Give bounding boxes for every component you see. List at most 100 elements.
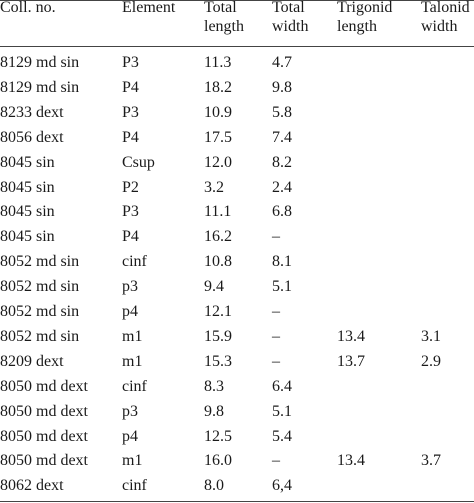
cell-total-length: 8.0 [204, 477, 224, 495]
cell-element: p4 [122, 427, 138, 445]
table-row: 8052 md sin p3 9.4 5.1 [0, 274, 474, 299]
header-total-width: Total width [272, 0, 308, 36]
header-rule [0, 46, 474, 47]
cell-element: P3 [122, 103, 139, 121]
cell-coll-no: 8045 sin [0, 228, 55, 246]
cell-element: cinf [122, 377, 147, 395]
cell-total-length: 16.2 [204, 228, 232, 246]
header-line: width [421, 18, 458, 35]
cell-element: P4 [122, 78, 139, 96]
table-row: 8233 dext P3 10.9 5.8 [0, 100, 474, 125]
cell-element: cinf [122, 477, 147, 495]
cell-total-length: 10.9 [204, 103, 232, 121]
header-line: length [337, 18, 377, 35]
cell-element: p4 [122, 303, 138, 320]
cell-total-width: 6,4 [272, 477, 292, 495]
cell-element: p3 [122, 402, 138, 420]
cell-element: P4 [122, 228, 139, 246]
cell-total-width: – [272, 352, 280, 370]
cell-total-width: 6.4 [272, 377, 292, 395]
cell-element: p3 [122, 278, 138, 296]
cell-coll-no: 8056 dext [0, 128, 64, 146]
table-row: 8050 md dext cinf 8.3 6.4 [0, 374, 474, 399]
cell-total-length: 8.3 [204, 377, 224, 395]
cell-coll-no: 8045 sin [0, 178, 55, 196]
cell-total-length: 18.2 [204, 78, 232, 96]
cell-total-width: 8.2 [272, 153, 292, 171]
cell-total-width: – [272, 452, 280, 470]
cell-total-width: 5.8 [272, 103, 292, 121]
table-row: 8056 dext P4 17.5 7.4 [0, 125, 474, 150]
cell-element: P4 [122, 128, 139, 146]
header-coll-no: Coll. no. [0, 0, 56, 17]
cell-coll-no: 8052 md sin [0, 278, 80, 296]
cell-element: P3 [122, 54, 139, 71]
cell-total-length: 11.1 [204, 203, 232, 221]
table-row: 8052 md sin m1 15.9 – 13.4 3.1 [0, 324, 474, 349]
cell-coll-no: 8050 md dext [0, 452, 88, 470]
cell-total-width: 2.4 [272, 178, 292, 196]
cell-total-width: 7.4 [272, 128, 292, 146]
cell-element: m1 [122, 352, 143, 370]
table-row: 8129 md sin P3 11.3 4.7 [0, 50, 474, 75]
header-line: Coll. no. [0, 0, 56, 16]
table-row: 8045 sin Csup 12.0 8.2 [0, 150, 474, 175]
cell-total-length: 17.5 [204, 128, 232, 146]
cell-total-length: 15.9 [204, 327, 232, 345]
table-row: 8045 sin P3 11.1 6.8 [0, 199, 474, 224]
cell-talonid-width: 2.9 [421, 352, 441, 370]
cell-total-length: 11.3 [204, 54, 232, 71]
cell-total-length: 3.2 [204, 178, 224, 196]
cell-total-width: 5.4 [272, 427, 292, 445]
table-row: 8050 md dext p4 12.5 5.4 [0, 424, 474, 449]
table-top-rule [0, 0, 474, 1]
cell-total-width: 8.1 [272, 253, 292, 271]
header-talonid-width: Talonid width [421, 0, 470, 36]
cell-total-width: 4.7 [272, 54, 292, 71]
cell-coll-no: 8050 md dext [0, 427, 88, 445]
cell-total-length: 12.5 [204, 427, 232, 445]
table-bottom-rule [0, 501, 474, 502]
header-line: Element [122, 0, 176, 16]
header-line: width [272, 18, 309, 35]
cell-coll-no: 8045 sin [0, 203, 55, 221]
cell-coll-no: 8052 md sin [0, 303, 80, 320]
header-line: Total [272, 0, 305, 16]
cell-total-length: 15.3 [204, 352, 232, 370]
cell-coll-no: 8052 md sin [0, 253, 80, 271]
cell-total-length: 9.8 [204, 402, 224, 420]
cell-total-width: 5.1 [272, 402, 292, 420]
cell-talonid-width: 3.7 [421, 452, 441, 470]
cell-coll-no: 8129 md sin [0, 54, 80, 71]
cell-trigonid-length: 13.7 [337, 352, 365, 370]
cell-total-length: 12.0 [204, 153, 232, 171]
cell-total-width: – [272, 327, 280, 345]
cell-element: cinf [122, 253, 147, 271]
cell-element: P3 [122, 203, 139, 221]
cell-total-length: 10.8 [204, 253, 232, 271]
header-trigonid-length: Trigonid length [337, 0, 392, 36]
table-row: 8052 md sin cinf 10.8 8.1 [0, 249, 474, 274]
table-row: 8209 dext m1 15.3 – 13.7 2.9 [0, 349, 474, 374]
cell-element: P2 [122, 178, 139, 196]
cell-element: m1 [122, 452, 143, 470]
cell-total-width: 9.8 [272, 78, 292, 96]
table-row: 8045 sin P2 3.2 2.4 [0, 175, 474, 200]
cell-coll-no: 8233 dext [0, 103, 64, 121]
cell-trigonid-length: 13.4 [337, 327, 365, 345]
cell-total-length: 16.0 [204, 452, 232, 470]
cell-total-width: – [272, 228, 280, 246]
cell-total-width: – [272, 303, 280, 320]
cell-coll-no: 8045 sin [0, 153, 55, 171]
table-row: 8050 md dext m1 16.0 – 13.4 3.7 [0, 448, 474, 473]
header-total-length: Total length [204, 0, 244, 36]
cell-total-width: 6.8 [272, 203, 292, 221]
table-row: 8050 md dext p3 9.8 5.1 [0, 399, 474, 424]
cell-coll-no: 8129 md sin [0, 78, 80, 96]
cell-trigonid-length: 13.4 [337, 452, 365, 470]
cell-element: Csup [122, 153, 155, 171]
cell-element: m1 [122, 327, 143, 345]
table-row: 8062 dext cinf 8.0 6,4 [0, 473, 474, 498]
table-row: 8045 sin P4 16.2 – [0, 224, 474, 249]
